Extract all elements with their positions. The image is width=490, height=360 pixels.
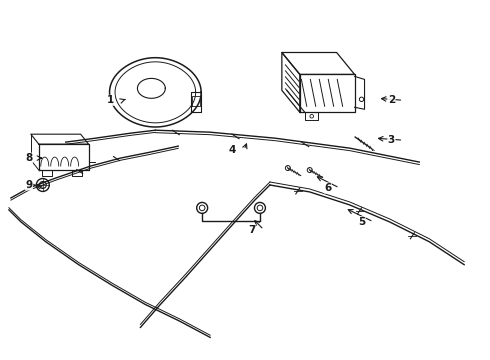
Text: 2: 2 [388, 95, 395, 105]
Text: 9: 9 [25, 180, 32, 190]
Text: 4: 4 [228, 145, 236, 155]
Text: 1: 1 [107, 95, 114, 105]
Text: 6: 6 [324, 183, 331, 193]
Text: 3: 3 [388, 135, 395, 145]
Text: 8: 8 [25, 153, 32, 163]
Text: 5: 5 [358, 217, 365, 227]
Text: 7: 7 [248, 225, 256, 235]
